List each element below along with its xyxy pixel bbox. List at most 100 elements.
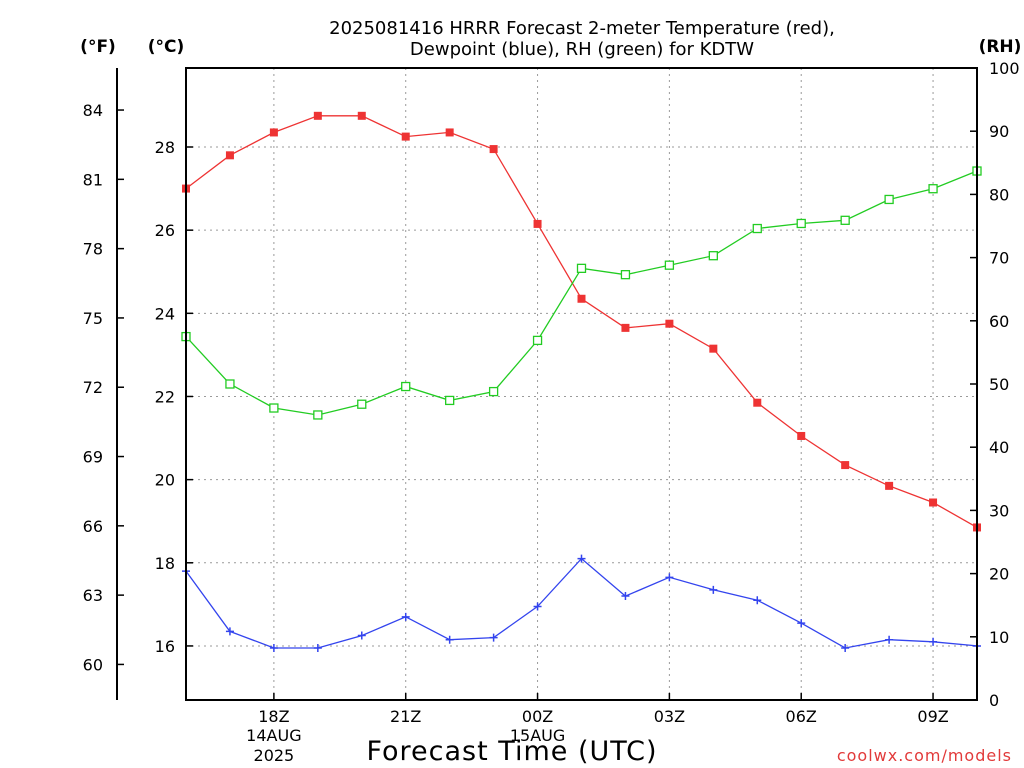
rh-point-marker (313, 410, 323, 420)
date-label: 15AUG (510, 726, 565, 745)
temperature-point-marker (533, 219, 542, 228)
dewpoint-point-marker (709, 585, 718, 594)
rh-point-marker (884, 194, 894, 205)
dewpoint-point-marker (753, 596, 762, 605)
rh-tick-label: 20 (989, 565, 1009, 584)
rh-point-marker (488, 386, 499, 397)
dewpoint-point-marker (885, 635, 894, 644)
rh-point-marker (357, 399, 367, 409)
fahrenheit-unit-label: (°F) (80, 37, 116, 57)
temperature-point-marker (225, 151, 234, 160)
celsius-tick-label: 24 (155, 304, 175, 323)
rh-point-marker (840, 215, 850, 225)
dewpoint-point-marker (533, 602, 542, 611)
celsius-tick-label: 18 (155, 554, 175, 573)
rh-point-marker (620, 270, 631, 280)
rh-tick-label: 30 (989, 501, 1009, 520)
dewpoint-point-marker (577, 554, 586, 563)
temperature-point-marker (313, 111, 322, 120)
dewpoint-point-marker (665, 573, 674, 582)
temperature-point-marker (841, 461, 850, 470)
rh-point-marker (796, 218, 806, 229)
fahrenheit-tick-label: 72 (83, 378, 103, 397)
axis-layer: 60 63 66 69 72 75 78 81 84 16 18 20 22 24 26 28 0 10 20 30 4… (83, 59, 1020, 765)
rh-point-marker (576, 263, 587, 273)
rh-point-marker (708, 251, 718, 261)
grid-layer (186, 68, 977, 700)
dewpoint-point-marker (621, 592, 630, 601)
celsius-tick-label: 26 (155, 221, 175, 240)
temperature-point-marker (489, 145, 498, 154)
fahrenheit-tick-label: 63 (83, 586, 103, 605)
dewpoint-point-marker (797, 619, 806, 628)
rh-point-marker (269, 403, 279, 413)
rh-tick-label: 100 (989, 59, 1020, 78)
rh-point-marker (401, 381, 411, 392)
chart-title-line-1: 2025081416 HRRR Forecast 2-meter Tempera… (329, 18, 835, 39)
date-label: 14AUG (246, 726, 301, 745)
plot-frame (185, 67, 978, 701)
temperature-point-marker (621, 323, 630, 332)
x-tick-label: 21Z (390, 707, 421, 726)
fahrenheit-tick-label: 66 (83, 517, 103, 536)
temperature-point-marker (753, 398, 762, 407)
rh-point-marker (445, 395, 455, 406)
temperature-point-marker (885, 481, 894, 490)
date-label: 2025 (254, 746, 295, 765)
dewpoint-point-marker (225, 627, 234, 636)
x-axis-title: Forecast Time (UTC) (366, 736, 657, 767)
temperature-point-marker (269, 128, 278, 137)
celsius-tick-label: 20 (155, 471, 175, 490)
rh-series-line (185, 170, 978, 416)
fahrenheit-tick-label: 84 (83, 101, 103, 120)
x-tick-label: 03Z (654, 707, 685, 726)
temperature-point-marker (357, 111, 366, 120)
x-tick-label: 00Z (522, 707, 553, 726)
rh-point-marker (225, 379, 235, 389)
celsius-tick-label: 16 (155, 637, 175, 656)
fahrenheit-tick-label: 75 (83, 309, 103, 328)
rh-point-marker (928, 184, 938, 194)
temperature-point-marker (709, 344, 718, 353)
fahrenheit-tick-label: 60 (83, 655, 103, 674)
x-tick-label: 18Z (258, 707, 289, 726)
dewpoint-point-marker (313, 644, 322, 653)
rh-tick-label: 40 (989, 438, 1009, 457)
rh-tick-label: 50 (989, 375, 1009, 394)
fahrenheit-tick-label: 69 (83, 448, 103, 467)
x-tick-label: 09Z (917, 707, 948, 726)
rh-tick-label: 90 (989, 122, 1009, 141)
temperature-point-marker (929, 498, 938, 507)
rh-point-marker (752, 223, 762, 234)
rh-tick-label: 0 (989, 691, 999, 710)
dewpoint-point-marker (929, 637, 938, 646)
celsius-tick-label: 28 (155, 138, 175, 157)
celsius-tick-label: 22 (155, 387, 175, 406)
rh-tick-label: 80 (989, 185, 1009, 204)
series-layer (181, 111, 982, 653)
temperature-point-marker (797, 431, 806, 440)
chart-title-line-2: Dewpoint (blue), RH (green) for KDTW (410, 39, 754, 60)
dewpoint-point-marker (841, 644, 850, 653)
celsius-unit-label: (°C) (148, 37, 185, 57)
rh-point-marker (532, 335, 543, 346)
source-credit: coolwx.com/models (837, 746, 1012, 765)
rh-tick-label: 60 (989, 312, 1009, 331)
temperature-series-line (185, 115, 978, 528)
fahrenheit-tick-label: 78 (83, 240, 103, 259)
dewpoint-point-marker (445, 635, 454, 644)
temperature-point-marker (577, 294, 586, 303)
rh-unit-label: (RH) (979, 37, 1022, 57)
dewpoint-series-line (185, 557, 978, 649)
temperature-point-marker (401, 132, 410, 141)
temperature-point-marker (665, 319, 674, 328)
dewpoint-point-marker (489, 633, 498, 642)
temperature-point-marker (445, 128, 454, 137)
rh-tick-label: 70 (989, 249, 1009, 268)
fahrenheit-tick-label: 81 (83, 170, 103, 189)
dewpoint-point-marker (269, 644, 278, 653)
rh-tick-label: 10 (989, 628, 1009, 647)
dewpoint-point-marker (357, 631, 366, 640)
